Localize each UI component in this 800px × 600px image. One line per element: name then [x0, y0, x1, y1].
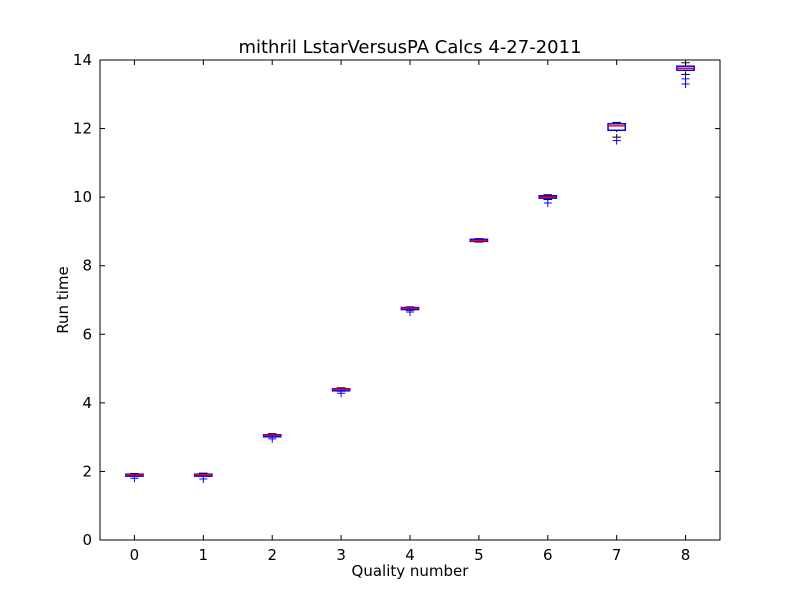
box-4 — [400, 306, 420, 316]
x-tick-label: 8 — [681, 546, 691, 564]
box-body — [607, 123, 627, 132]
box-3 — [331, 387, 351, 398]
box-1 — [193, 472, 213, 483]
y-tick-label: 4 — [82, 394, 92, 412]
x-tick-label: 5 — [474, 546, 484, 564]
box-0 — [125, 472, 144, 483]
y-axis-label: Run time — [54, 266, 72, 333]
y-tick-label: 6 — [82, 325, 92, 343]
box-7 — [607, 121, 627, 145]
box-2 — [262, 433, 282, 443]
y-tick-label: 12 — [73, 120, 92, 138]
x-tick-label: 2 — [267, 546, 277, 564]
y-tick-label: 0 — [82, 531, 92, 549]
x-tick-label: 3 — [336, 546, 346, 564]
box-6 — [538, 194, 558, 207]
x-tick-label: 7 — [612, 546, 622, 564]
chart-title: mithril LstarVersusPA Calcs 4-27-2011 — [238, 37, 581, 58]
x-tick-label: 4 — [405, 546, 415, 564]
box-5 — [469, 238, 489, 243]
x-axis-label: Quality number — [352, 562, 470, 580]
x-tick-label: 6 — [543, 546, 553, 564]
y-tick-label: 8 — [82, 257, 92, 275]
x-tick-label: 1 — [199, 546, 209, 564]
y-tick-label: 10 — [73, 188, 92, 206]
plot-frame — [99, 59, 721, 541]
box-8 — [676, 62, 695, 88]
boxes-group — [125, 62, 695, 483]
x-tick-label: 0 — [130, 546, 140, 564]
y-tick-label: 2 — [82, 462, 92, 480]
y-tick-label: 14 — [73, 51, 92, 69]
